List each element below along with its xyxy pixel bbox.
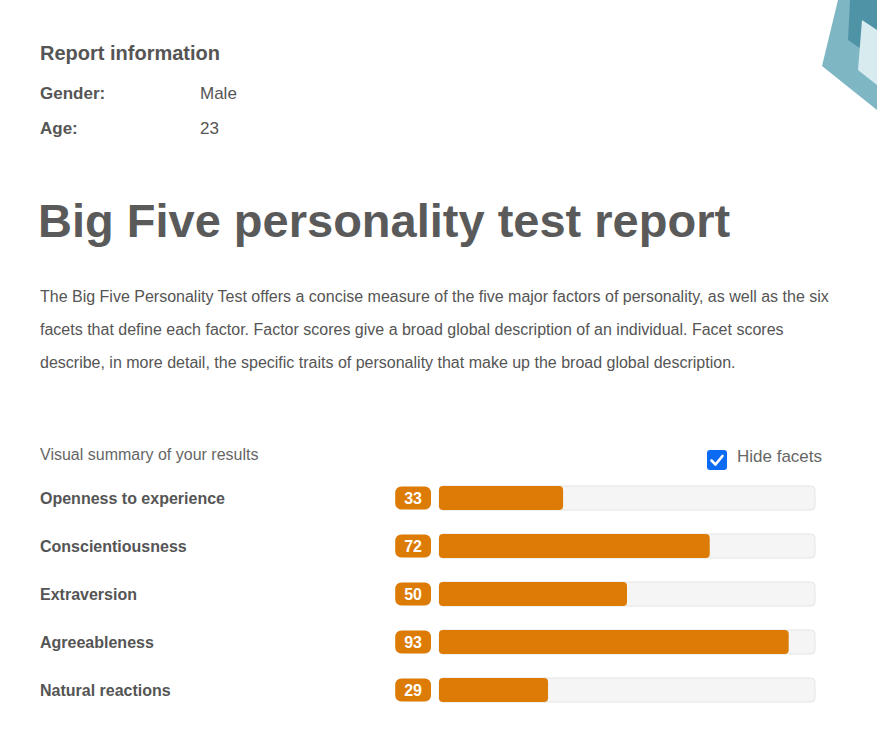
svg-text:Conscientiousness: Conscientiousness bbox=[40, 538, 187, 555]
svg-text:Natural reactions: Natural reactions bbox=[40, 682, 171, 699]
html-text:Visual summary of your results: Visual summary of your results bbox=[40, 446, 259, 463]
svg-text:29: 29 bbox=[404, 682, 422, 699]
svg-text:Extraversion: Extraversion bbox=[40, 586, 137, 603]
svg-text:93: 93 bbox=[404, 634, 422, 651]
html-text:Big Five personality test repo: Big Five personality test report bbox=[38, 194, 731, 247]
html-text:The Big Five Personality Test: The Big Five Personality Test offers a c… bbox=[40, 288, 829, 371]
html-text:23: 23 bbox=[200, 119, 219, 138]
svg-text:Openness to experience: Openness to experience bbox=[40, 490, 225, 507]
svg-text:Agreeableness: Agreeableness bbox=[40, 634, 154, 651]
html-text:Report information: Report information bbox=[40, 42, 220, 64]
html-text:Gender:: Gender: bbox=[40, 84, 106, 103]
svg-text:33: 33 bbox=[404, 490, 422, 507]
svg-text:50: 50 bbox=[404, 586, 422, 603]
html-text:Hide facets: Hide facets bbox=[737, 447, 822, 466]
html-text:Age:: Age: bbox=[40, 119, 78, 138]
svg-text:72: 72 bbox=[404, 538, 422, 555]
html-text:Male: Male bbox=[200, 84, 237, 103]
